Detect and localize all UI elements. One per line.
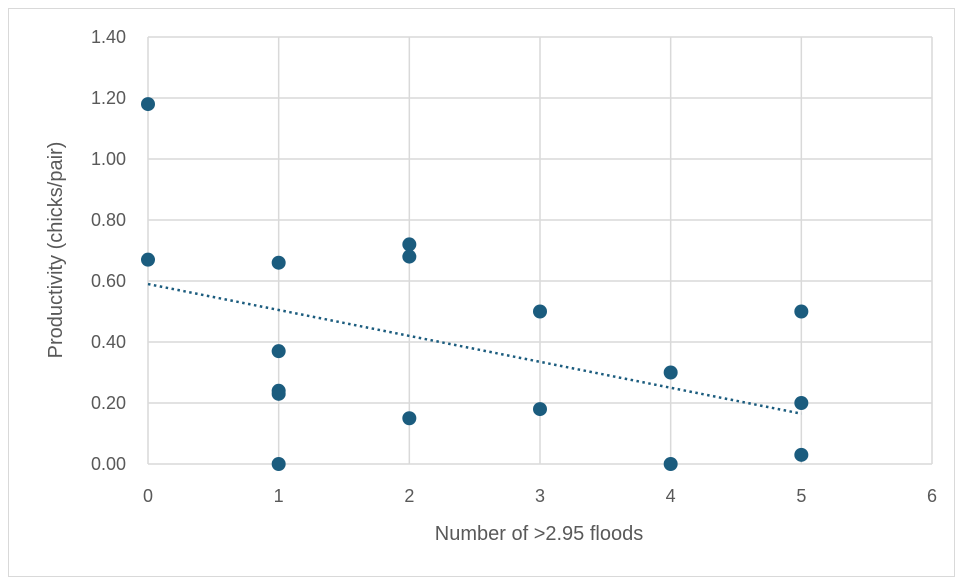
x-tick-label: 0 (143, 486, 153, 506)
data-point (794, 304, 809, 319)
y-tick-label: 0.40 (91, 332, 126, 352)
data-point (533, 304, 547, 319)
y-tick-label: 0.20 (91, 393, 126, 413)
data-point (141, 97, 155, 112)
x-axis-title: Number of >2.95 floods (435, 523, 643, 545)
data-point (794, 396, 809, 410)
y-tick-label: 0.80 (91, 210, 126, 230)
data-point (402, 249, 417, 264)
y-tick-label: 1.00 (91, 149, 126, 169)
data-point (271, 344, 286, 359)
x-tick-label: 4 (666, 486, 676, 506)
data-point (663, 365, 678, 380)
gridlines (147, 36, 933, 465)
trendline (147, 282, 802, 415)
x-tick-label: 2 (404, 486, 414, 506)
data-point (271, 255, 286, 270)
data-point (402, 237, 417, 252)
data-point (794, 447, 809, 462)
data-point (271, 457, 286, 471)
y-tick-label: 1.40 (91, 27, 126, 47)
y-tick-label: 1.20 (91, 88, 126, 108)
data-point (402, 411, 417, 426)
data-point (271, 386, 286, 401)
trendline-group (147, 282, 802, 415)
x-tick-label: 5 (796, 486, 806, 506)
y-axis-title: Productivity (chicks/pair) (45, 142, 67, 359)
data-point (533, 402, 547, 417)
x-tick-label: 1 (274, 486, 284, 506)
data-point (141, 252, 155, 267)
x-axis-ticks: 0 1 2 3 4 5 6 (143, 486, 937, 506)
chart-area (8, 8, 955, 577)
data-points (141, 97, 809, 471)
y-tick-label: 0.00 (91, 454, 126, 474)
y-axis-ticks: 0.00 0.20 0.40 0.60 0.80 1.00 1.20 1.40 (91, 27, 126, 474)
data-point (663, 457, 678, 471)
x-tick-label: 6 (927, 486, 937, 506)
x-tick-label: 3 (535, 486, 545, 506)
y-tick-label: 0.60 (91, 271, 126, 291)
